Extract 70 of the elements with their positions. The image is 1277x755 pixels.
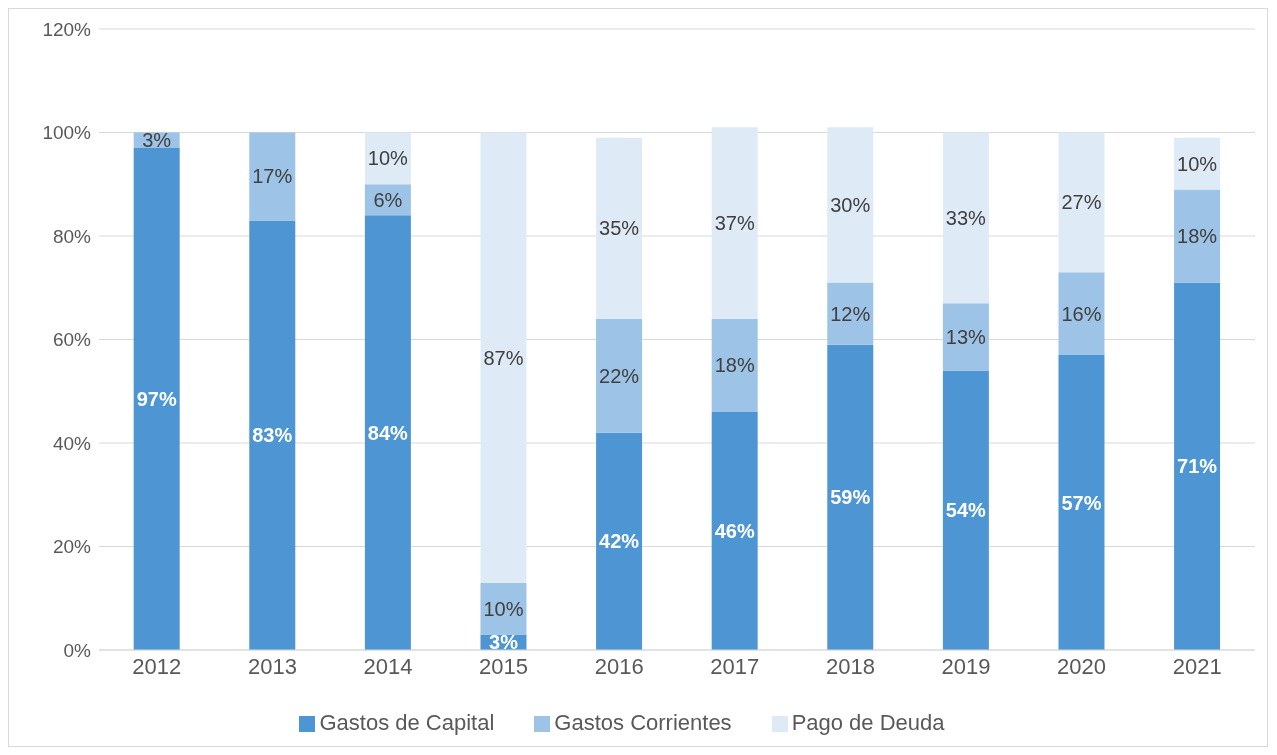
bar: [249, 132, 296, 221]
x-tick-label: 2013: [247, 653, 297, 679]
data-label: 17%: [252, 165, 293, 188]
x-tick-label: 2018: [825, 653, 875, 679]
data-label: 3%: [142, 129, 172, 152]
legend-label: Gastos Corrientes: [554, 710, 732, 735]
data-label: 16%: [1061, 302, 1102, 325]
data-label: 54%: [945, 499, 987, 522]
bar: [942, 370, 989, 650]
data-label: 30%: [830, 193, 871, 216]
data-label: 57%: [1061, 491, 1102, 514]
bar: [1174, 282, 1221, 650]
bar: [480, 132, 527, 583]
data-label: 10%: [483, 597, 524, 620]
data-label: 10%: [1177, 152, 1218, 175]
data-label: 46%: [714, 519, 755, 542]
data-label: 27%: [1061, 191, 1102, 214]
bar: [827, 282, 874, 345]
x-tick-label: 2021: [1172, 653, 1222, 679]
y-tick-label: 120%: [42, 18, 92, 40]
x-tick-label: 2020: [1057, 653, 1107, 679]
bar: [711, 411, 758, 650]
data-label: 3%: [489, 631, 519, 654]
bar: [364, 215, 411, 650]
y-tick-label: 0%: [63, 639, 92, 661]
bar: [1058, 132, 1105, 273]
data-label: 13%: [945, 325, 987, 348]
bar: [596, 432, 643, 650]
x-tick-label: 2014: [363, 653, 413, 679]
data-label: 12%: [830, 302, 871, 325]
data-label: 71%: [1177, 455, 1218, 478]
data-label: 18%: [1177, 225, 1218, 247]
data-label: 42%: [599, 530, 640, 553]
data-label: 6%: [373, 188, 403, 211]
x-tick-label: 2016: [594, 653, 644, 679]
bar: [1174, 189, 1221, 283]
bar: [249, 220, 296, 650]
y-tick-label: 80%: [52, 225, 92, 247]
data-label: 83%: [252, 424, 293, 447]
bar: [827, 344, 874, 650]
bar: [596, 318, 643, 433]
legend-label: Gastos de Capital: [319, 710, 495, 735]
data-label: 59%: [830, 486, 871, 509]
x-tick-label: 2012: [132, 653, 182, 679]
x-tick-label: 2019: [941, 653, 991, 679]
data-label: 22%: [599, 364, 640, 387]
data-label: 84%: [367, 421, 409, 444]
y-tick-label: 20%: [52, 536, 92, 558]
data-label: 18%: [714, 354, 755, 377]
data-label: 10%: [367, 147, 409, 170]
y-tick-label: 100%: [42, 122, 92, 144]
x-tick-label: 2015: [479, 653, 529, 679]
bar: [596, 137, 643, 319]
data-label: 87%: [483, 346, 524, 369]
bar: [133, 148, 180, 650]
data-label: 35%: [599, 217, 640, 240]
y-tick-label: 60%: [52, 329, 92, 351]
data-label: 33%: [945, 206, 987, 229]
bar: [711, 127, 758, 319]
bar: [942, 303, 989, 371]
data-label: 97%: [136, 388, 177, 411]
x-tick-label: 2017: [710, 653, 760, 679]
bar: [711, 318, 758, 412]
bar: [1058, 355, 1105, 650]
data-label: 37%: [714, 212, 755, 235]
bar: [827, 127, 874, 283]
y-tick-label: 40%: [52, 432, 92, 454]
bar: [942, 132, 989, 304]
legend-label: Pago de Deuda: [791, 710, 945, 735]
bar: [1058, 272, 1105, 356]
